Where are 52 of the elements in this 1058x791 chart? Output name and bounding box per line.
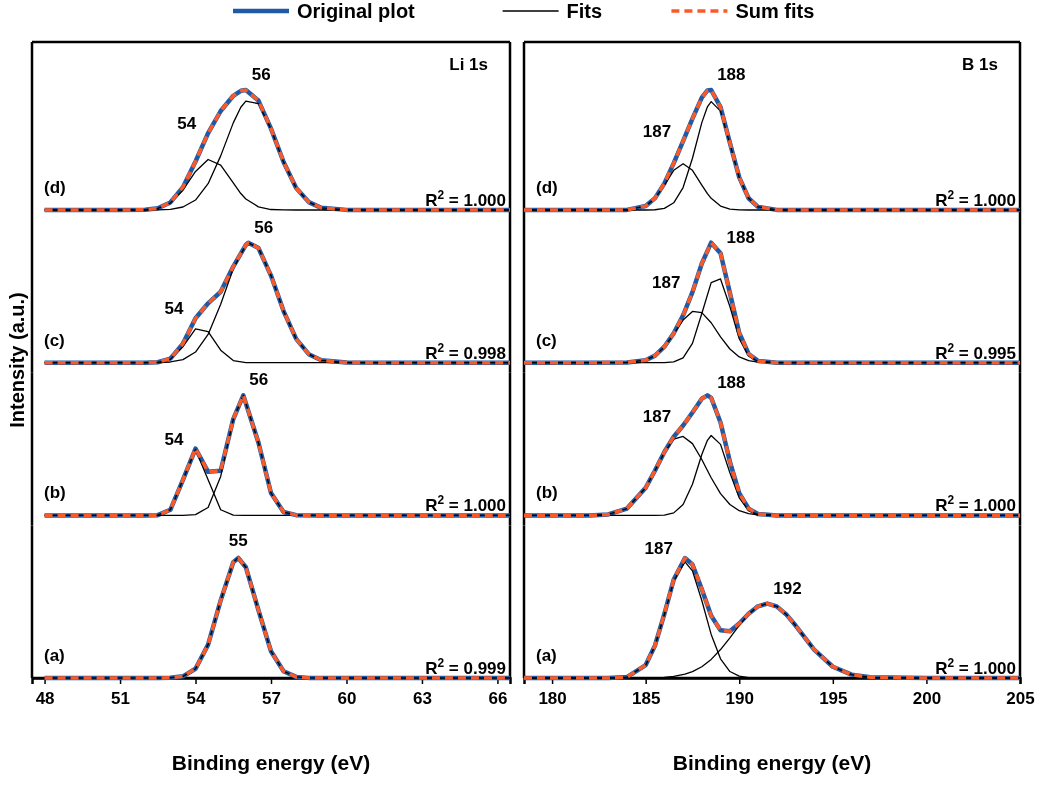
annotation: (c) bbox=[44, 330, 65, 350]
text: 188 bbox=[717, 372, 746, 392]
text: 56 bbox=[254, 217, 274, 237]
annotation: R$^{2}$ = 1.000 bbox=[425, 188, 506, 210]
annotation: R$^{2}$ = 0.998 bbox=[425, 340, 506, 363]
x-tick-label: 57 bbox=[262, 689, 281, 708]
annotation: (b) bbox=[44, 483, 66, 503]
chart-title: Li 1s bbox=[449, 55, 488, 74]
chart-title: B 1s bbox=[962, 55, 998, 74]
annotation: R$^{2}$ = 1.000 bbox=[425, 493, 506, 516]
x-tick-label: 60 bbox=[337, 689, 357, 708]
annotation: R$^{2}$ = 0.999 bbox=[425, 656, 506, 678]
x-tick-label: 51 bbox=[111, 689, 131, 708]
x-tick-label: 180 bbox=[538, 689, 567, 708]
text: 188 bbox=[717, 65, 746, 84]
annotation: 192 bbox=[773, 578, 802, 598]
legend-label: Sum fits bbox=[735, 0, 815, 22]
x-tick-label: 205 bbox=[1006, 689, 1035, 708]
x-axis-title: Binding energy (eV) bbox=[672, 751, 872, 774]
annotation: 187 bbox=[642, 406, 672, 426]
annotation: R$^{2}$ = 1.000 bbox=[935, 656, 1016, 678]
text: 55 bbox=[228, 531, 248, 550]
text: 56 bbox=[251, 65, 271, 84]
x-tick-label: 48 bbox=[35, 689, 55, 708]
x-tick-label: 66 bbox=[488, 689, 508, 708]
annotation: 187 bbox=[644, 539, 673, 558]
annotation: (a) bbox=[44, 646, 65, 665]
annotation: (b) bbox=[536, 483, 558, 503]
x-axis-title: Binding energy (eV) bbox=[171, 751, 371, 774]
x-tick-label: 185 bbox=[631, 689, 661, 708]
annotation: (d) bbox=[536, 178, 558, 197]
x-tick-label: 195 bbox=[819, 689, 848, 708]
annotation: R$^{2}$ = 1.000 bbox=[935, 493, 1016, 516]
y-axis-title: Intensity (a.u.) bbox=[6, 292, 28, 428]
annotation: 187 bbox=[642, 122, 672, 142]
annotation: (d) bbox=[44, 178, 66, 197]
legend-label: Fits bbox=[566, 0, 603, 22]
annotation: 54 bbox=[164, 429, 185, 449]
text: 56 bbox=[249, 370, 269, 390]
annotation: (c) bbox=[536, 330, 557, 350]
annotation: R$^{2}$ = 1.000 bbox=[935, 188, 1016, 210]
x-tick-label: 190 bbox=[725, 689, 754, 708]
annotation: 187 bbox=[652, 273, 681, 293]
annotation: R$^{2}$ = 0.995 bbox=[935, 340, 1016, 363]
annotation: 188 bbox=[726, 228, 755, 248]
annotation: 54 bbox=[177, 114, 197, 134]
x-tick-label: 63 bbox=[412, 689, 432, 708]
legend-label: Original plot bbox=[297, 0, 416, 22]
x-tick-label: 200 bbox=[912, 689, 942, 708]
x-tick-label: 54 bbox=[186, 689, 207, 708]
annotation: (a) bbox=[536, 646, 557, 665]
annotation: 54 bbox=[164, 299, 185, 319]
